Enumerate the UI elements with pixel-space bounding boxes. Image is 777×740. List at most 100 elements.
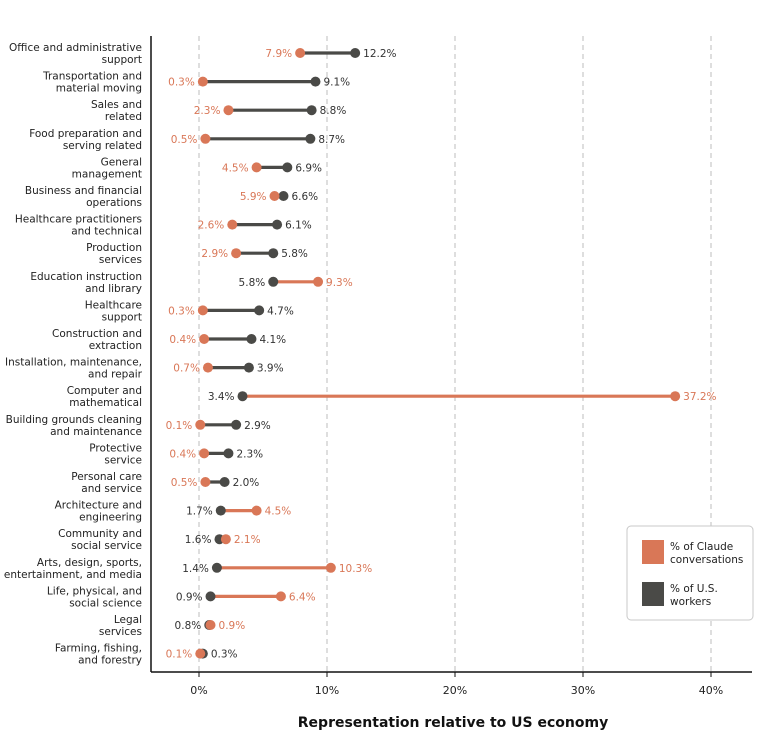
us-value-label: 8.8% [320, 105, 347, 117]
us-value-label: 4.1% [259, 334, 286, 346]
category-label: Production services [86, 242, 142, 266]
claude-point [325, 562, 336, 573]
us-value-label: 1.6% [185, 534, 212, 546]
category-label: Business and financial operations [25, 185, 142, 209]
claude-point [251, 505, 262, 516]
legend-label-us: workers [670, 596, 711, 608]
category-label: Legal services [99, 614, 142, 638]
claude-value-label: 7.9% [265, 48, 292, 60]
category-label: Sales and related [91, 99, 142, 123]
claude-value-label: 37.2% [683, 391, 716, 403]
us-workers-point [272, 219, 283, 230]
category-label: Community and social service [58, 528, 142, 552]
us-value-label: 5.8% [239, 277, 266, 289]
category-label: Transportation and material moving [42, 71, 142, 95]
category-label: Building grounds cleaning and maintenance [6, 414, 142, 438]
us-workers-point [306, 105, 317, 116]
category-label: General management [72, 156, 142, 180]
claude-point [251, 162, 262, 173]
claude-point [670, 391, 681, 402]
us-value-label: 8.7% [318, 134, 345, 146]
category-label: Construction and extraction [52, 328, 142, 352]
us-workers-point [219, 477, 230, 487]
us-workers-point [305, 133, 316, 144]
category-label: Farming, fishing, and forestry [55, 643, 142, 667]
category-label: Food preparation and serving related [29, 128, 142, 152]
us-value-label: 1.7% [186, 506, 213, 518]
claude-value-label: 0.5% [171, 477, 198, 489]
x-tick-label: 10% [315, 684, 339, 697]
claude-point [199, 334, 210, 344]
x-tick-label: 30% [571, 684, 595, 697]
claude-point [200, 477, 211, 487]
claude-value-label: 0.3% [168, 305, 195, 317]
us-value-label: 6.9% [295, 162, 322, 174]
category-label: Healthcare practitioners and technical [15, 214, 142, 238]
claude-value-label: 9.3% [326, 277, 353, 289]
claude-point [295, 48, 306, 58]
us-workers-point [211, 562, 222, 573]
claude-value-label: 0.9% [219, 620, 246, 632]
us-workers-point [282, 162, 293, 173]
us-value-label: 0.3% [211, 649, 238, 661]
category-label: Healthcare support [85, 299, 142, 323]
us-workers-point [215, 505, 226, 516]
x-tick-label: 0% [190, 684, 207, 697]
x-axis-title: Representation relative to US economy [298, 715, 608, 731]
category-label: Office and administrative support [9, 42, 142, 66]
claude-point [223, 105, 234, 116]
x-tick-label: 40% [699, 684, 723, 697]
claude-point [202, 362, 213, 373]
us-value-label: 3.9% [257, 363, 284, 375]
category-label: Installation, maintenance, and repair [5, 357, 143, 381]
us-value-label: 6.6% [291, 191, 318, 203]
claude-point [220, 534, 231, 545]
claude-point [269, 191, 280, 201]
claude-point [197, 305, 208, 316]
us-value-label: 2.9% [244, 420, 271, 432]
us-value-label: 2.3% [236, 448, 263, 460]
category-label: Education instruction and library [30, 271, 142, 295]
us-value-label: 2.0% [233, 477, 260, 489]
claude-point [227, 219, 238, 230]
claude-value-label: 10.3% [339, 563, 372, 575]
claude-point [200, 133, 211, 144]
us-workers-point [278, 191, 289, 201]
claude-value-label: 0.4% [169, 334, 196, 346]
us-workers-point [246, 334, 257, 344]
legend-swatch-claude [642, 540, 664, 564]
us-value-label: 3.4% [208, 391, 235, 403]
claude-value-label: 2.9% [201, 248, 228, 260]
us-value-label: 5.8% [281, 248, 308, 260]
claude-point [205, 620, 216, 630]
x-tick-label: 20% [443, 684, 467, 697]
claude-point [195, 419, 206, 430]
claude-value-label: 4.5% [265, 506, 292, 518]
claude-value-label: 0.1% [166, 649, 193, 661]
us-value-label: 4.7% [267, 305, 294, 317]
legend-label-us: % of U.S. [670, 583, 718, 595]
claude-value-label: 0.3% [168, 77, 195, 89]
category-label: Architecture and engineering [55, 500, 142, 524]
claude-point [275, 591, 286, 602]
claude-point [313, 276, 324, 287]
category-label: Personal care and service [71, 471, 142, 495]
us-workers-point [231, 419, 242, 430]
claude-value-label: 6.4% [289, 591, 316, 603]
us-workers-point [237, 391, 248, 402]
claude-value-label: 0.5% [171, 134, 198, 146]
category-label: Arts, design, sports, entertainment, and … [4, 557, 142, 581]
claude-point [199, 448, 210, 459]
claude-point [231, 248, 242, 259]
legend-swatch-us [642, 582, 664, 606]
legend-label-claude: conversations [670, 554, 743, 566]
us-workers-point [268, 248, 279, 259]
claude-value-label: 5.9% [240, 191, 267, 203]
us-workers-point [223, 448, 234, 459]
category-label: Protective service [89, 442, 142, 466]
claude-point [197, 76, 208, 87]
claude-point [195, 648, 206, 659]
us-workers-point [268, 276, 279, 287]
us-workers-point [254, 305, 265, 316]
